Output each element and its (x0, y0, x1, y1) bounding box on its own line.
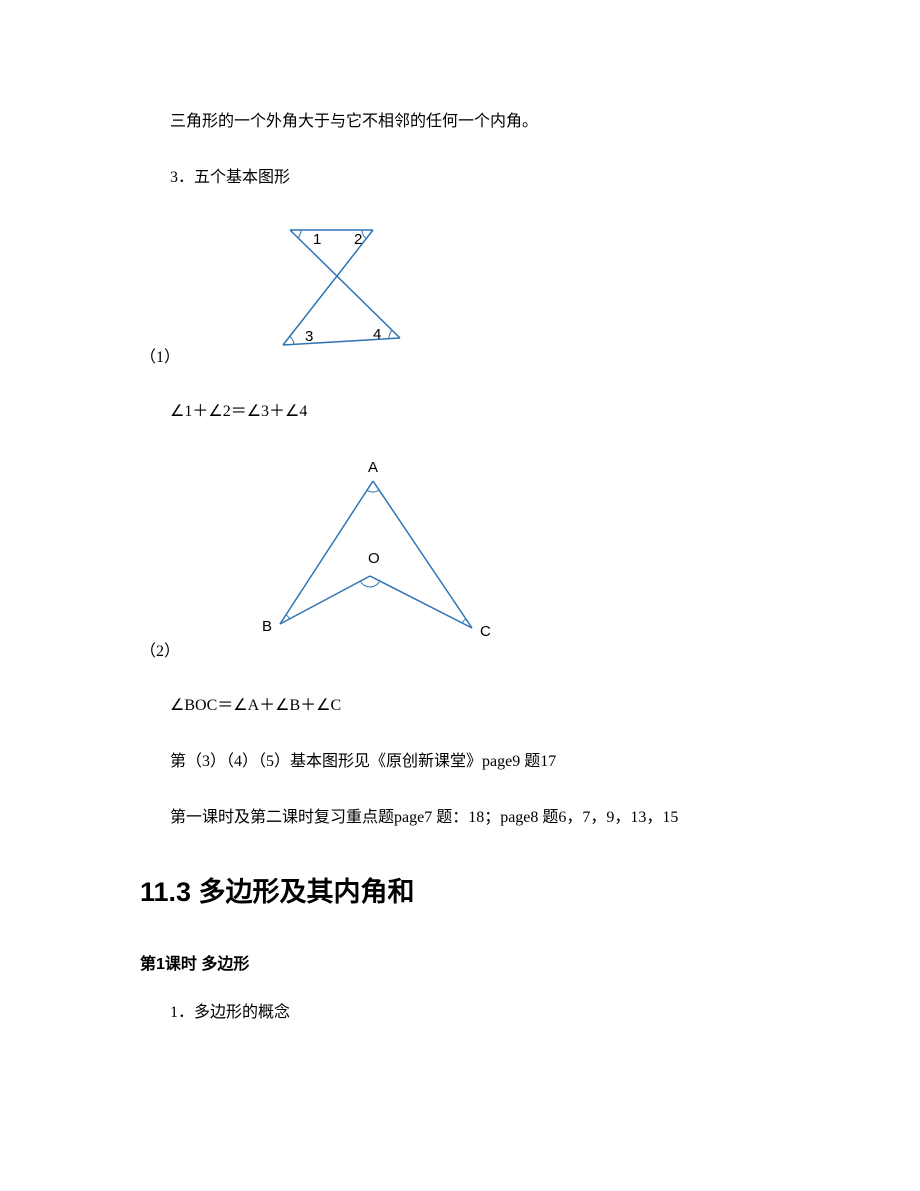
figure-1-label: （1） (140, 346, 180, 370)
svg-text:A: A (368, 459, 378, 476)
section-heading-11-3: 11.3 多边形及其内角和 (140, 872, 830, 913)
figure-1-row: （1） 1 2 3 4 (140, 222, 830, 370)
bowtie-figure: 1 2 3 4 (270, 222, 430, 362)
figure-2-svg-wrap: A B C O (240, 456, 510, 664)
equation-2: ∠BOC＝∠A＋∠B＋∠C (170, 694, 830, 718)
figure-2-label: （2） (140, 640, 180, 664)
heading-five-basic-figures: 3．五个基本图形 (170, 166, 830, 190)
subheading-lesson-1: 第1课时 多边形 (140, 953, 830, 977)
svg-text:3: 3 (305, 328, 313, 345)
text-exterior-angle: 三角形的一个外角大于与它不相邻的任何一个内角。 (170, 110, 830, 134)
svg-text:B: B (262, 618, 272, 635)
figure-1-svg-wrap: 1 2 3 4 (270, 222, 430, 370)
svg-text:2: 2 (354, 231, 362, 248)
svg-text:4: 4 (373, 326, 381, 343)
svg-text:1: 1 (313, 231, 321, 248)
item-polygon-concept: 1．多边形的概念 (170, 1001, 830, 1025)
equation-1: ∠1＋∠2＝∠3＋∠4 (170, 400, 830, 424)
svg-text:O: O (368, 550, 380, 567)
ref-note-2: 第一课时及第二课时复习重点题page7 题：18；page8 题6，7，9，13… (170, 806, 830, 830)
figure-2-row: （2） A B C O (140, 456, 830, 664)
ref-note-1: 第（3）（4）（5）基本图形见《原创新课堂》page9 题17 (170, 750, 830, 774)
svg-text:C: C (480, 623, 491, 640)
angle-sum-figure: A B C O (240, 456, 510, 656)
